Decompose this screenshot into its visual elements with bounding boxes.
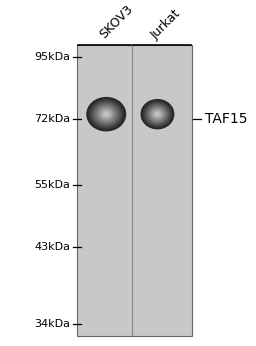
Ellipse shape [98, 107, 115, 122]
Text: 43kDa: 43kDa [34, 243, 70, 252]
Ellipse shape [147, 105, 168, 123]
Text: SKOV3: SKOV3 [97, 3, 136, 42]
Ellipse shape [141, 100, 174, 129]
Bar [77, 45, 192, 336]
Text: 95kDa: 95kDa [34, 52, 70, 62]
Ellipse shape [151, 109, 164, 120]
Ellipse shape [149, 106, 166, 122]
Ellipse shape [89, 100, 123, 129]
Text: Jurkat: Jurkat [148, 7, 183, 42]
Ellipse shape [155, 112, 159, 116]
Ellipse shape [99, 108, 113, 120]
Ellipse shape [100, 109, 113, 120]
Text: 72kDa: 72kDa [34, 115, 70, 124]
Ellipse shape [144, 102, 171, 126]
Ellipse shape [155, 112, 160, 117]
Ellipse shape [92, 102, 121, 127]
Ellipse shape [91, 101, 121, 127]
Ellipse shape [145, 103, 170, 125]
Text: 55kDa: 55kDa [35, 180, 70, 190]
Ellipse shape [93, 103, 119, 125]
Ellipse shape [89, 99, 124, 129]
Ellipse shape [142, 100, 173, 128]
Ellipse shape [87, 98, 125, 131]
Ellipse shape [104, 112, 109, 116]
Ellipse shape [96, 105, 117, 123]
Text: 34kDa: 34kDa [34, 319, 70, 328]
Ellipse shape [98, 107, 114, 121]
Ellipse shape [143, 101, 172, 127]
Ellipse shape [141, 99, 174, 129]
Ellipse shape [101, 109, 112, 119]
Ellipse shape [145, 103, 170, 126]
Text: TAF15: TAF15 [205, 112, 247, 126]
Ellipse shape [156, 113, 159, 116]
Ellipse shape [150, 108, 165, 121]
Ellipse shape [157, 113, 158, 115]
Ellipse shape [95, 104, 118, 124]
Ellipse shape [102, 111, 110, 118]
Ellipse shape [97, 106, 116, 122]
Ellipse shape [151, 108, 164, 120]
Ellipse shape [146, 104, 169, 125]
Ellipse shape [153, 110, 162, 118]
Ellipse shape [143, 101, 172, 128]
Ellipse shape [88, 98, 125, 130]
Ellipse shape [105, 113, 108, 116]
Ellipse shape [94, 104, 118, 125]
Ellipse shape [147, 104, 168, 124]
Ellipse shape [152, 109, 163, 119]
Ellipse shape [153, 110, 162, 118]
Ellipse shape [90, 100, 122, 128]
Ellipse shape [149, 107, 166, 121]
Ellipse shape [101, 110, 111, 118]
Ellipse shape [86, 97, 126, 131]
Ellipse shape [103, 111, 110, 117]
Ellipse shape [148, 106, 167, 123]
Ellipse shape [154, 111, 161, 117]
Ellipse shape [105, 113, 107, 115]
Ellipse shape [93, 102, 120, 126]
